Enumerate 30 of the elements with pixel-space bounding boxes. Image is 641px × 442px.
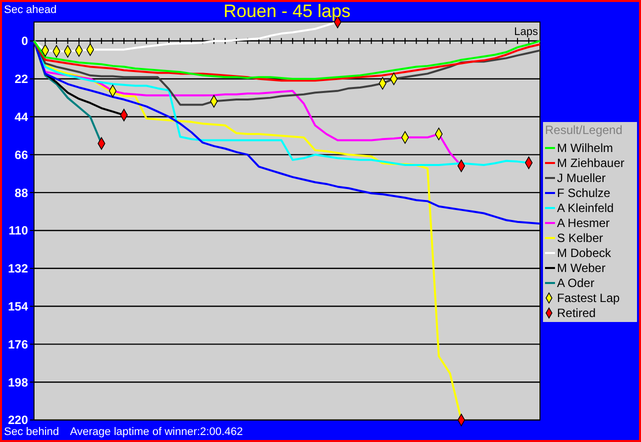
y-tick-label: 198: [8, 375, 28, 390]
legend-label: M Dobeck: [557, 246, 612, 260]
y-tick-label: 88: [14, 186, 28, 200]
text: Sec behind: [4, 426, 60, 438]
line-series: [33, 40, 541, 225]
x-axis-title: Laps: [514, 26, 538, 38]
y-tick-label: 220: [8, 413, 28, 428]
legend-label: A Oder: [557, 276, 594, 290]
y-tick-label: 66: [14, 148, 28, 162]
y-tick-label: 132: [8, 262, 28, 276]
y-tick-label: 0: [21, 34, 28, 48]
legend-label: M Ziehbauer: [557, 156, 624, 170]
y-axis-title: Sec ahead: [4, 4, 57, 16]
legend-label: S Kelber: [557, 231, 604, 246]
y-tick-label: 44: [14, 110, 28, 124]
legend-label: J Mueller: [557, 171, 606, 186]
text: Average laptime of winner:2:00.462: [70, 426, 243, 438]
chart-title: Rouen - 45 laps: [223, 1, 351, 21]
legend-label: F Schulze: [557, 186, 611, 200]
legend-label: Fastest Lap: [557, 291, 620, 306]
y-tick-label: 22: [14, 72, 28, 86]
legend-label: M Weber: [557, 261, 606, 276]
legend-label: Retired: [557, 306, 596, 320]
legend-label: A Kleinfeld: [557, 201, 614, 216]
y-tick-label: 154: [8, 299, 28, 314]
legend-label: A Hesmer: [557, 216, 610, 230]
legend-title: Result/Legend: [545, 123, 622, 137]
y-tick-label: 110: [8, 224, 28, 238]
y-tick-label: 176: [8, 337, 28, 352]
legend-label: M Wilhelm: [557, 141, 613, 156]
